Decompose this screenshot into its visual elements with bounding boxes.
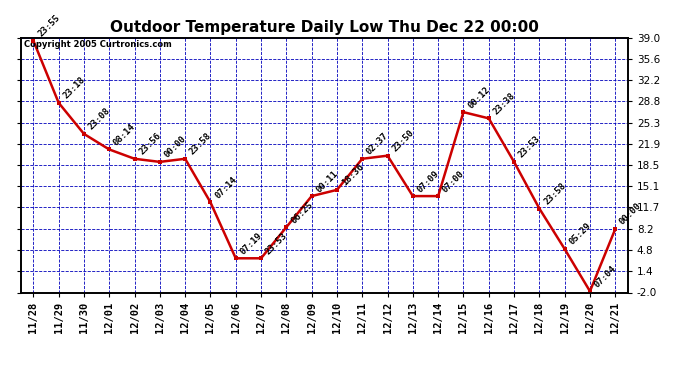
Text: 23:56: 23:56 <box>137 131 163 157</box>
Text: 00:00: 00:00 <box>618 201 643 227</box>
Text: 23:55: 23:55 <box>36 13 61 39</box>
Text: 23:50: 23:50 <box>391 128 415 153</box>
Text: 23:18: 23:18 <box>61 75 87 100</box>
Text: 07:09: 07:09 <box>415 169 441 194</box>
Text: 07:19: 07:19 <box>239 231 264 256</box>
Text: 06:25: 06:25 <box>289 200 315 225</box>
Text: 23:38: 23:38 <box>491 91 517 116</box>
Text: 07:00: 07:00 <box>441 169 466 194</box>
Text: Copyright 2005 Curtronics.com: Copyright 2005 Curtronics.com <box>23 40 172 49</box>
Title: Outdoor Temperature Daily Low Thu Dec 22 00:00: Outdoor Temperature Daily Low Thu Dec 22… <box>110 20 539 35</box>
Text: 00:11: 00:11 <box>315 169 339 194</box>
Text: 05:29: 05:29 <box>567 221 593 247</box>
Text: 23:58: 23:58 <box>542 181 567 206</box>
Text: 23:58: 23:58 <box>188 131 213 157</box>
Text: 23:53: 23:53 <box>264 231 289 256</box>
Text: 00:12: 00:12 <box>466 85 491 110</box>
Text: 07:14: 07:14 <box>213 175 239 200</box>
Text: 07:04: 07:04 <box>593 264 618 289</box>
Text: 08:14: 08:14 <box>112 122 137 147</box>
Text: 23:08: 23:08 <box>87 106 112 132</box>
Text: 02:37: 02:37 <box>365 131 391 157</box>
Text: 18:36: 18:36 <box>339 162 365 188</box>
Text: 23:53: 23:53 <box>517 134 542 160</box>
Text: 00:00: 00:00 <box>163 134 188 160</box>
